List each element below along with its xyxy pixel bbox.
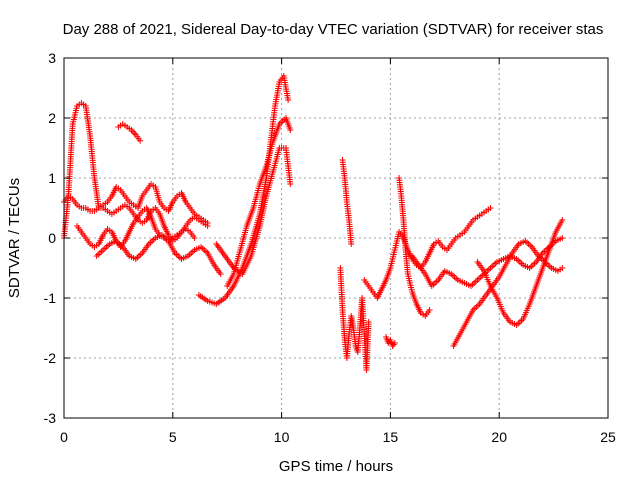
- series-I: [339, 157, 355, 247]
- series-E: [115, 121, 144, 144]
- y-tick-labels: -3 -2 -1 0 1 2 3: [44, 50, 57, 426]
- y-tick-label: 3: [48, 50, 56, 66]
- data-point: [559, 235, 566, 241]
- data-point: [559, 265, 566, 271]
- series-L: [396, 175, 433, 319]
- grid-lines: [64, 58, 608, 418]
- data-points: [61, 73, 566, 373]
- data-point: [137, 137, 144, 144]
- series-J: [337, 265, 372, 373]
- data-point: [391, 340, 398, 346]
- y-tick-label: -1: [44, 290, 57, 306]
- y-tick-label: -3: [44, 410, 57, 426]
- data-point: [204, 223, 211, 229]
- y-tick-label: 2: [48, 110, 56, 126]
- x-tick-label: 15: [383, 429, 399, 445]
- data-point: [285, 97, 292, 103]
- data-point: [559, 217, 566, 223]
- y-axis-label: SDTVAR / TECUs: [6, 178, 23, 298]
- x-tick-label: 25: [600, 429, 616, 445]
- series-O: [474, 217, 566, 328]
- data-point: [348, 241, 355, 247]
- chart-title: Day 288 of 2021, Sidereal Day-to-day VTE…: [63, 21, 604, 38]
- data-point: [487, 205, 494, 211]
- data-point: [426, 307, 433, 313]
- x-axis-label: GPS time / hours: [279, 458, 393, 475]
- x-tick-labels: 0 5 10 15 20 25: [60, 429, 616, 445]
- series-P: [383, 334, 398, 349]
- x-tick-label: 20: [491, 429, 507, 445]
- x-tick-label: 10: [274, 429, 290, 445]
- data-point: [287, 127, 294, 133]
- y-tick-label: 1: [48, 170, 56, 186]
- series-H: [224, 115, 294, 289]
- axis-ticks: [63, 57, 609, 419]
- series-G: [213, 145, 294, 277]
- data-point: [287, 181, 294, 187]
- data-point: [365, 319, 372, 325]
- y-tick-label: 0: [48, 230, 56, 246]
- series-N: [450, 238, 566, 349]
- series-K: [361, 205, 494, 301]
- series-D: [93, 232, 224, 277]
- x-tick-label: 5: [169, 429, 177, 445]
- x-tick-label: 0: [60, 429, 68, 445]
- data-point: [217, 271, 224, 277]
- data-point: [191, 235, 198, 241]
- y-tick-label: -2: [44, 350, 57, 366]
